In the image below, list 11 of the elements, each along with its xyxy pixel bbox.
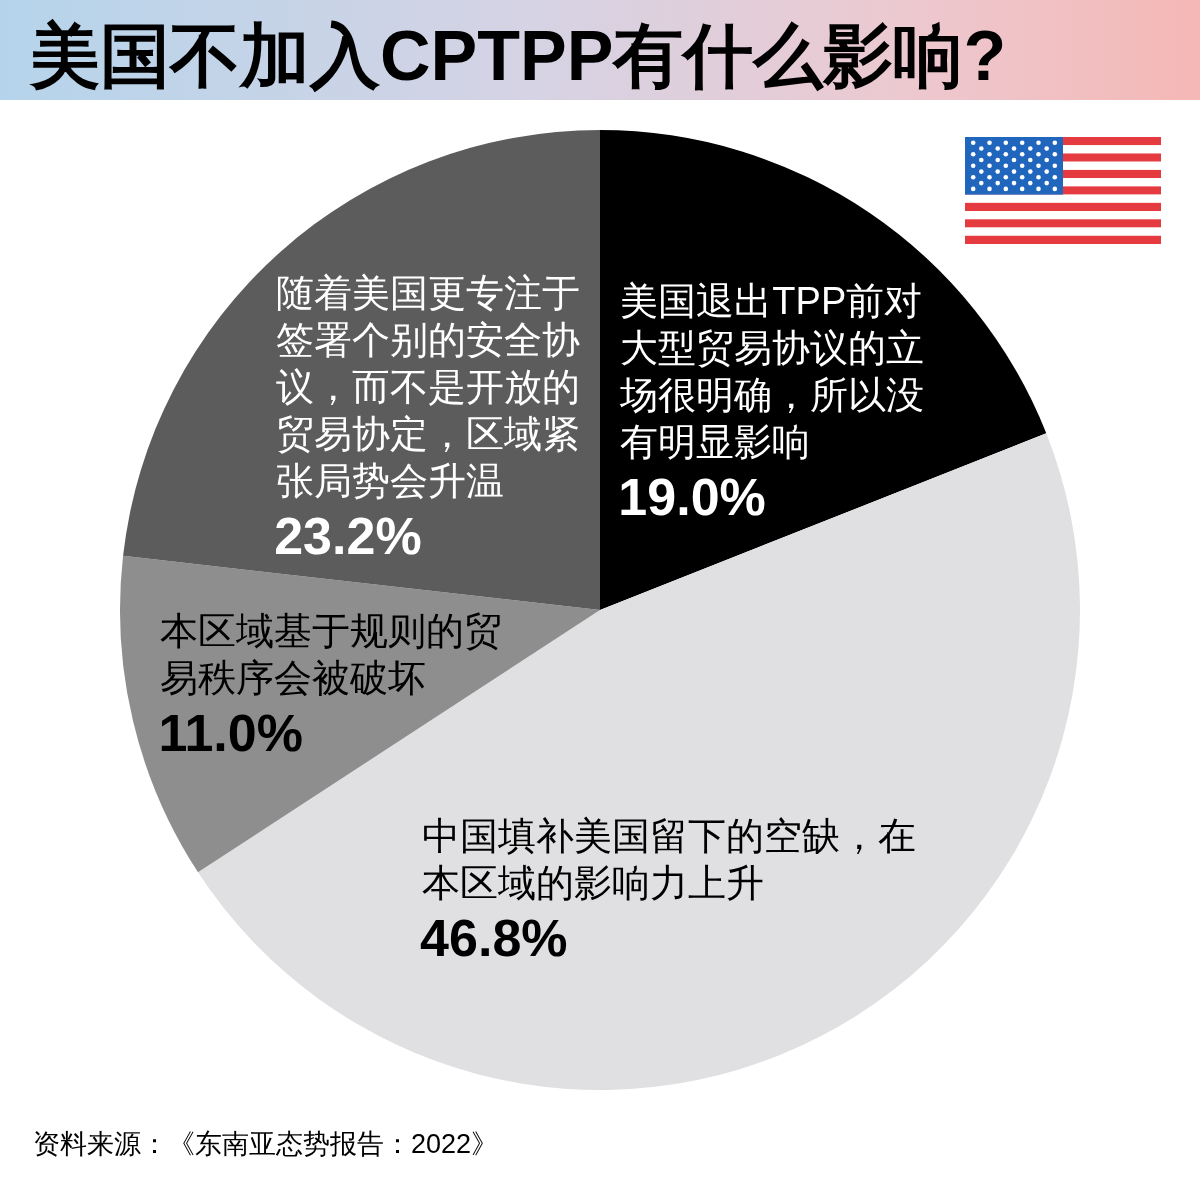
data-label: 11.0% — [158, 704, 303, 763]
text: 资料来源：《东南亚态势报告：2022》 — [33, 1129, 499, 1159]
data-label: 23.2% — [274, 507, 422, 566]
slice-label: 美国退出TPP前对大型贸易协议的立场很明确，所以没有明显影响 — [619, 280, 925, 464]
data-label: 19.0% — [618, 468, 766, 527]
data-label: 46.8% — [420, 908, 568, 967]
slice-label: 随着美国更专注于签署个别的安全协议，而不是开放的贸易协定，区域紧张局势会升温 — [276, 272, 581, 503]
slice-label: 中国填补美国留下的空缺，在本区域的影响力上升 — [422, 814, 917, 904]
pie-slice — [600, 130, 1047, 610]
chart-title: 美国不加入CPTPP有什么影响? — [29, 17, 1007, 95]
slice-label: 本区域基于规则的贸易秩序会被破坏 — [160, 610, 503, 700]
